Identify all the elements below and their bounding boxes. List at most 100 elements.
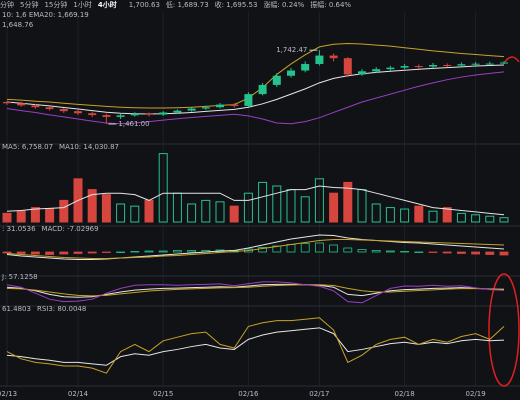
volume-bar [2,212,12,223]
volume-bar [243,192,253,223]
candle-body [329,55,338,59]
candle-body [3,101,11,104]
ohlc-stat: 1,700.63 [129,1,160,9]
volume-bar [300,196,310,223]
volume-bar [87,189,97,223]
macd-bar [116,251,125,253]
volume-bar [485,215,495,223]
macd-bar [329,244,339,253]
candle-body [244,94,253,106]
volume-bar [471,214,481,223]
indicator-legend: 10: 1,6 EMA20: 1,669.19 [2,11,89,19]
timeframe-tab[interactable]: 分钟 [0,0,14,9]
candle-body [159,112,168,115]
ohlc-stat: 振幅: 0.64% [310,0,351,9]
volume-bar [314,178,324,223]
ohlc-stat: 涨幅: 0.24% [263,0,304,9]
indicator-line [6,64,505,115]
indicator-legend: RSI3: 80.0048 [37,305,86,313]
volume-bar [187,203,197,223]
x-tick-label: 02/19 [466,390,486,398]
indicator-legend: J: 57.1258 [1,273,38,281]
candle-body [485,63,494,65]
macd-bar [456,251,466,254]
volume-bar [30,207,40,223]
volume-bar [329,192,339,223]
candle-body [31,105,40,108]
candle-body [258,84,267,95]
volume-bar [201,199,211,223]
indicator-line [6,71,505,125]
macd-bar [343,247,353,253]
ohlc-stat: 低: 1,689.73 [166,0,209,9]
candle-body [230,104,239,106]
candle-body [301,63,310,71]
macd-bar [371,250,381,253]
price-annotation: 1,742.47 [276,46,307,54]
macd-bar [258,247,268,253]
volume-bar [400,208,410,223]
volume-bar [59,199,69,223]
volume-bar [385,207,395,223]
macd-bar [428,251,438,253]
volume-bar [16,210,26,223]
candle-body [315,55,324,64]
macd-bar [314,242,324,253]
x-tick-label: 02/17 [309,390,329,398]
candle-body [386,67,395,70]
indicator-line [6,284,505,297]
indicator-legend: MACD: -7.02969 [42,225,99,233]
x-tick-label: 02/13 [0,390,17,398]
candle-body [145,113,153,115]
timeframe-tab[interactable]: 15分钟 [44,0,67,9]
volume-bar [215,201,225,223]
macd-bar [442,251,452,254]
macd-bar [158,250,168,253]
candle-body [414,66,423,68]
candle-body [116,115,125,117]
timeframe-tab[interactable]: 5分钟 [20,0,38,9]
candle-body [443,65,452,67]
indicator-line [6,43,505,109]
candle-body [130,113,139,116]
indicator-line [6,234,505,260]
indicator-line [6,283,505,298]
x-tick-label: 02/14 [68,390,89,398]
indicator-legend: MA10: 14,030.87 [59,143,119,151]
macd-bar [471,251,481,255]
macd-bar [385,250,395,253]
macd-bar [187,250,197,253]
macd-bar [2,251,12,254]
volume-bar [414,205,424,223]
candle-body [343,58,352,75]
timeframe-tab[interactable]: 1小时 [73,0,91,9]
volume-bar [428,210,438,223]
volume-bar [456,212,466,223]
macd-bar [73,251,83,254]
volume-bar [343,181,353,223]
highlight-circle [488,273,520,387]
highlight-arc [504,56,520,63]
x-tick-label: 02/15 [153,390,173,398]
indicator-line [6,239,505,259]
macd-bar [357,249,367,253]
candle-body [500,62,508,64]
candle-body [457,64,466,66]
macd-bar [414,251,424,253]
indicator-line [6,317,505,374]
indicator-legend: 1,648.76 [2,21,34,29]
candle-body [173,110,182,113]
candle-body [88,113,97,116]
timeframe-tab[interactable]: 4小时 [98,0,117,9]
x-tick-label: 02/16 [238,390,259,398]
indicator-line [6,185,505,216]
volume-bar [442,207,452,223]
candle-body [287,70,295,76]
candle-body [372,69,381,72]
volume-bar [101,194,111,223]
volume-bar [499,217,509,223]
macd-bar [102,251,111,253]
macd-bar [485,251,495,255]
candle-body [471,63,480,65]
